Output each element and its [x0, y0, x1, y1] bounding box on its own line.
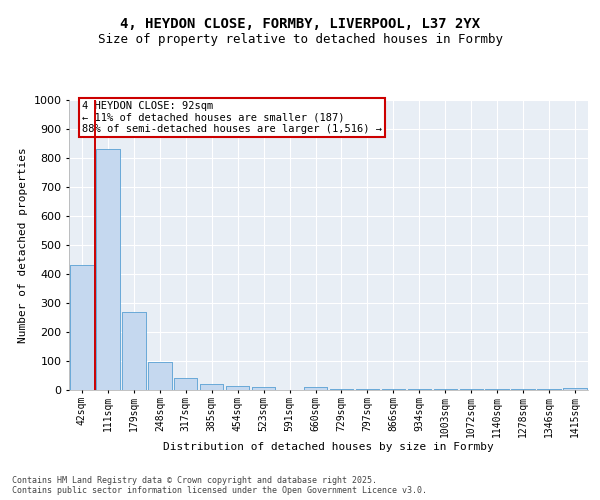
- Bar: [96, 150, 119, 390]
- Text: Contains HM Land Registry data © Crown copyright and database right 2025.
Contai: Contains HM Land Registry data © Crown c…: [12, 476, 427, 495]
- Bar: [563, 388, 587, 390]
- Text: 4, HEYDON CLOSE, FORMBY, LIVERPOOL, L37 2YX: 4, HEYDON CLOSE, FORMBY, LIVERPOOL, L37 …: [120, 18, 480, 32]
- Bar: [330, 388, 353, 390]
- X-axis label: Distribution of detached houses by size in Formby: Distribution of detached houses by size …: [163, 442, 494, 452]
- Bar: [304, 387, 327, 390]
- Bar: [563, 388, 587, 390]
- Text: Size of property relative to detached houses in Formby: Size of property relative to detached ho…: [97, 32, 503, 46]
- Bar: [70, 266, 94, 390]
- Bar: [252, 387, 275, 390]
- Bar: [200, 384, 223, 390]
- Bar: [330, 388, 353, 390]
- Bar: [122, 312, 146, 390]
- Bar: [122, 312, 146, 390]
- Text: 4 HEYDON CLOSE: 92sqm
← 11% of detached houses are smaller (187)
88% of semi-det: 4 HEYDON CLOSE: 92sqm ← 11% of detached …: [82, 101, 382, 134]
- Bar: [96, 150, 119, 390]
- Y-axis label: Number of detached properties: Number of detached properties: [18, 147, 28, 343]
- Bar: [226, 386, 250, 390]
- Bar: [200, 384, 223, 390]
- Bar: [70, 266, 94, 390]
- Bar: [174, 378, 197, 390]
- Bar: [174, 378, 197, 390]
- Bar: [304, 387, 327, 390]
- Bar: [252, 387, 275, 390]
- Bar: [148, 362, 172, 390]
- Bar: [226, 386, 250, 390]
- Bar: [148, 362, 172, 390]
